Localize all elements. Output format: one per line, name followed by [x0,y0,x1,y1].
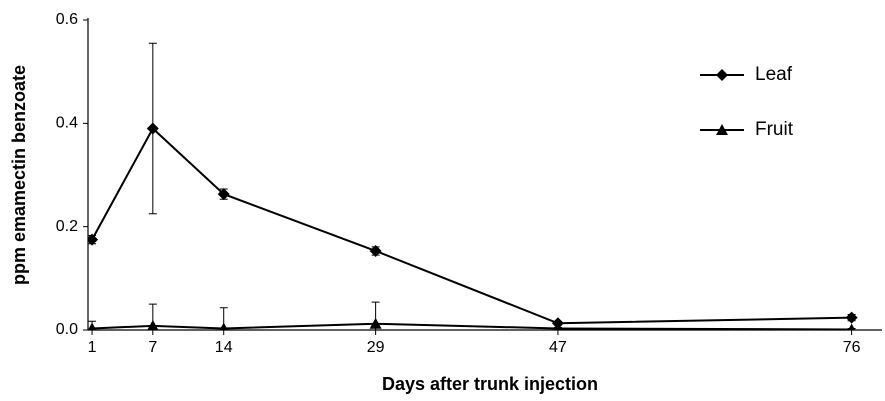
data-point [369,244,382,257]
x-tick-label: 76 [843,339,861,356]
legend-marker [716,69,728,81]
x-tick-label: 1 [88,339,97,356]
y-tick-label: 0.0 [56,321,78,338]
x-axis-title: Days after trunk injection [382,374,598,394]
data-point [217,188,230,201]
y-axis-title: ppm emamectin benzoate [9,65,29,285]
legend-marker [716,124,728,135]
data-point [845,311,858,324]
series-line [91,126,852,325]
legend-label: Fruit [755,119,794,140]
series-line [92,322,852,330]
data-point [219,322,228,330]
x-tick-label: 7 [148,339,157,356]
data-point [369,317,382,329]
y-tick-label: 0.2 [56,218,78,235]
legend-label: Leaf [755,64,793,85]
data-point [553,322,563,330]
y-tick-label: 0.6 [56,11,78,28]
data-point [88,233,99,246]
data-point [848,323,856,330]
x-tick-label: 47 [549,339,567,356]
plot-area [88,42,858,330]
y-tick-label: 0.4 [56,115,78,132]
data-point [88,322,97,330]
x-tick-label: 29 [367,339,385,356]
data-point [147,319,159,330]
x-tick-label: 14 [215,339,233,356]
data-point [146,122,159,135]
